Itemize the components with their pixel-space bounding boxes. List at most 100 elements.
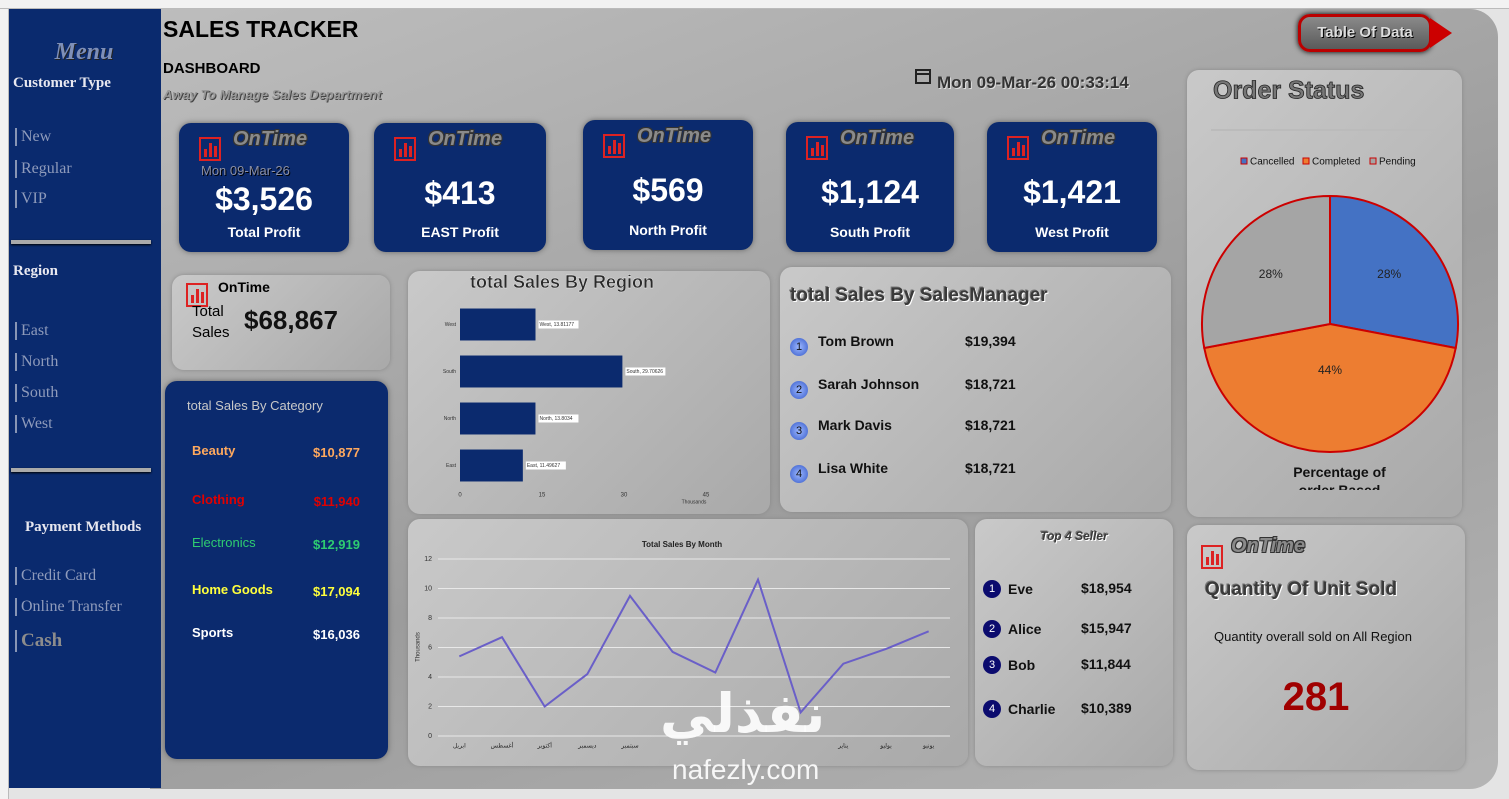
kpi-date: Mon 09-Mar-26: [201, 163, 290, 178]
kpi-card: OnTime $1,124 South Profit: [786, 122, 954, 252]
y-tick-label: 10: [424, 585, 432, 592]
quantity-caption: Quantity overall sold on All Region: [1214, 629, 1413, 644]
data-label-bg: [525, 461, 566, 470]
bar: [460, 402, 536, 435]
table-of-data-button[interactable]: Table Of Data: [1298, 14, 1432, 52]
icon-bar: [816, 142, 819, 156]
tagline: Away To Manage Sales Department: [163, 87, 382, 102]
pie-slice: [1203, 322, 1457, 454]
seller-name: Bob: [1008, 657, 1036, 673]
icon-bar: [811, 148, 814, 156]
rank-circle: 4: [790, 465, 808, 483]
slicer-item[interactable]: East: [15, 322, 49, 340]
chart-icon: [603, 134, 625, 158]
kpi-label: Total Profit: [227, 224, 301, 240]
quantity-panel: OnTime Quantity Of Unit Sold Quantity over…: [1187, 525, 1465, 770]
kpi-card: OnTime Mon 09-Mar-26 $3,526 Total Profit: [179, 123, 349, 252]
seller-name: Charlie: [1008, 701, 1056, 717]
y-tick-label: East: [446, 463, 457, 469]
legend-label: Pending: [1379, 157, 1416, 168]
separator: [11, 468, 151, 472]
kpi-label: West Profit: [1035, 224, 1109, 240]
icon-bar: [1211, 551, 1214, 565]
x-tick-label: 45: [703, 493, 710, 499]
x-tick-label: 0: [458, 493, 462, 499]
manager-name: Tom Brown: [818, 333, 894, 349]
x-tick-label: سبتمبر: [620, 744, 638, 750]
line-chart: Total Sales By Month 0 2 4 6 8 10 12 Thousands اب…: [416, 540, 950, 750]
rank-circle: 4: [983, 700, 1001, 718]
x-tick-label: يونيو: [922, 744, 935, 750]
kpi-badge: OnTime: [233, 128, 308, 150]
seller-sales: $10,389: [1081, 700, 1132, 716]
icon-bar: [201, 292, 204, 303]
chart-icon: [806, 136, 828, 160]
icon-bar: [1216, 554, 1219, 565]
icon-bar: [1017, 142, 1020, 156]
y-tick-label: South: [443, 369, 456, 375]
x-tick-label: 30: [621, 493, 628, 499]
icon-bar: [399, 149, 402, 157]
quantity-title: Quantity Of Unit Sold: [1205, 579, 1398, 600]
slicer-item[interactable]: New: [15, 128, 51, 146]
bar: [460, 449, 523, 482]
rank-circle: 2: [790, 381, 808, 399]
total-sales-card: OnTime Total Sales $68,867: [172, 275, 390, 370]
chart-icon: [1007, 136, 1029, 160]
icon-bar: [204, 149, 207, 157]
slicer-item[interactable]: VIP: [15, 190, 47, 208]
manager-sales: $18,721: [965, 460, 1016, 476]
sidebar: Menu Customer Type New Regular VIP Region East…: [9, 9, 161, 788]
pie-slice: [1201, 194, 1331, 350]
slicer-item[interactable]: Online Transfer: [15, 598, 122, 616]
slice-label: 44%: [1318, 363, 1342, 377]
slicer-item[interactable]: Cash: [15, 630, 62, 652]
kpi-badge: OnTime: [428, 128, 503, 150]
y-tick-label: 8: [428, 615, 432, 622]
kpi-card: OnTime $413 EAST Profit: [374, 123, 546, 252]
x-tick-label: ابريل: [453, 743, 466, 750]
pie-chart: Order Status Cancelled Completed Pending 28%…: [1201, 76, 1459, 454]
kpi-badge: OnTime: [1041, 127, 1116, 149]
category-value: $17,094: [313, 584, 360, 599]
app-title: SALES TRACKER: [163, 16, 359, 42]
icon-bar: [214, 146, 217, 157]
total-sales-value: $68,867: [244, 305, 338, 335]
slicer-item[interactable]: Credit Card: [15, 567, 96, 585]
slice-label: 28%: [1259, 267, 1283, 281]
group-title: Payment Methods: [25, 519, 142, 535]
chart-title: Order Status: [1213, 77, 1364, 105]
sales-manager-title: total Sales By SalesManager: [790, 285, 1048, 306]
category-name: Beauty: [192, 443, 236, 458]
quantity-value: 281: [1282, 675, 1350, 719]
kpi-value: $413: [424, 175, 496, 211]
month-chart-panel: Total Sales By Month 0 2 4 6 8 10 12 Thousands اب…: [408, 519, 968, 766]
rank-circle: 3: [983, 656, 1001, 674]
kpi-card: OnTime $1,421 West Profit: [987, 122, 1157, 252]
kpi-badge: OnTime: [840, 127, 915, 149]
seller-name: Eve: [1008, 581, 1033, 597]
slicer-item[interactable]: South: [15, 384, 58, 402]
slicer-item[interactable]: West: [15, 415, 53, 433]
quantity-badge: OnTime: [1231, 535, 1306, 557]
category-card: total Sales By Category Beauty $10,877 Clot…: [165, 381, 388, 759]
y-tick-label: 4: [428, 674, 432, 681]
x-axis-label: Thousands: [682, 499, 707, 505]
menu-title: Menu: [54, 39, 114, 65]
y-tick-label: 12: [424, 556, 432, 563]
slicer-item[interactable]: North: [15, 353, 58, 371]
legend-swatch: [1240, 157, 1248, 165]
slicer-item[interactable]: Regular: [15, 160, 72, 178]
kpi-label: North Profit: [629, 222, 707, 238]
y-tick-label: North: [444, 416, 456, 422]
datetime: Mon 09-Mar-26 00:33:14: [937, 73, 1129, 92]
manager-sales: $19,394: [965, 333, 1016, 349]
icon-frame: [394, 137, 416, 161]
chart-icon: [1201, 545, 1223, 569]
category-value: $12,919: [313, 537, 360, 552]
row-header-strip: [0, 9, 9, 799]
order-status-panel: Order Status Cancelled Completed Pending 28%…: [1187, 70, 1462, 517]
seller-name: Alice: [1008, 621, 1042, 637]
x-tick-label: ديسمبر: [577, 744, 597, 750]
